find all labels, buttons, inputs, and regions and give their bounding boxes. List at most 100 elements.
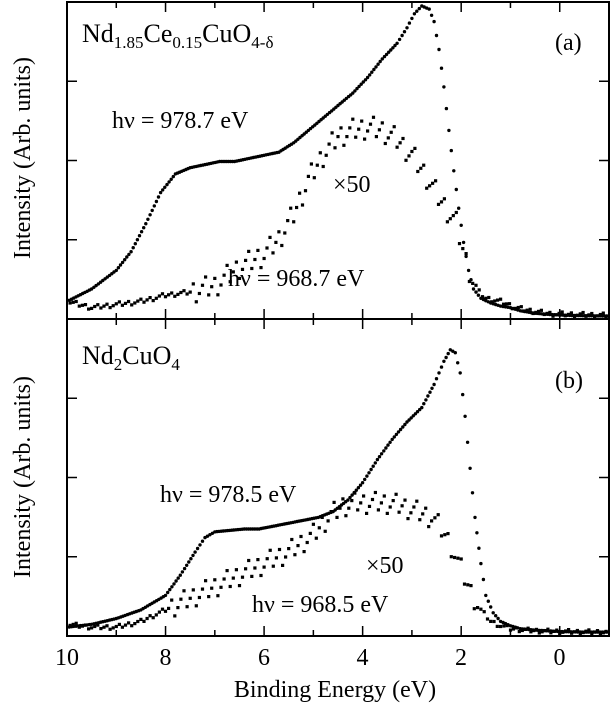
data-point [265,246,269,250]
data-point [174,579,178,583]
data-point [96,623,100,627]
data-point [139,617,143,621]
data-point [145,298,149,302]
data-point [539,308,543,312]
data-point [432,19,436,24]
data-point [158,190,163,195]
data-point [430,386,434,390]
data-point [338,506,342,510]
data-point [590,631,594,635]
axis-ticks [66,2,610,636]
data-point [448,217,452,221]
data-point [566,312,570,316]
data-point [443,533,447,537]
data-point [368,122,373,126]
sample-formula-b: Nd2CuO4 [82,341,180,374]
data-point [363,137,367,141]
data-point [439,66,444,70]
data-point [287,547,291,551]
multiplier-label-b: ×50 [366,553,404,579]
data-point [581,310,585,315]
data-point [194,300,198,304]
data-point [284,555,288,559]
data-point [268,235,272,239]
data-point [173,294,177,298]
data-point [139,230,144,234]
data-point [360,119,364,123]
data-point [117,300,121,304]
data-point [200,283,205,287]
data-point [137,234,142,238]
data-point [385,511,389,515]
data-point [142,619,146,623]
data-point [557,311,561,315]
data-point [462,582,467,586]
data-point [90,306,94,310]
data-point [516,305,520,310]
data-point [178,573,182,577]
data-point [171,174,175,179]
data-point [180,570,185,574]
data-point [367,471,371,475]
data-point [425,186,429,190]
data-point [514,626,518,630]
data-point [111,626,115,630]
data-point [167,606,171,610]
data-point [336,135,340,139]
data-point [154,199,159,204]
data-point [465,440,470,444]
data-point [598,632,602,636]
data-point [412,12,417,16]
data-point [561,630,565,634]
data-point [231,270,235,274]
data-point [194,604,198,608]
data-point [170,291,174,295]
data-point [482,610,486,614]
data-point [74,621,78,625]
data-point [434,377,439,381]
data-point [496,616,500,621]
x-tick-label-2: 2 [455,645,467,671]
data-point [283,231,287,235]
data-point [182,566,187,571]
data-point [519,305,523,309]
data-point [117,622,121,626]
data-point [240,575,245,579]
data-point [510,307,514,311]
data-point [572,315,577,319]
data-point [259,573,263,578]
data-point [584,629,588,633]
data-point [154,296,158,300]
panel-label-b: (b) [555,368,583,394]
data-point [125,255,129,259]
data-point [274,240,278,244]
data-point [342,143,346,147]
data-point [448,348,452,352]
data-point [205,534,210,538]
data-point [593,630,597,634]
data-point [464,254,468,259]
data-point [161,188,165,192]
data-point [432,382,436,387]
data-point [540,630,544,634]
data-point [548,310,552,314]
data-point [434,179,438,183]
data-point [449,555,453,559]
data-point [360,481,365,485]
data-point [444,355,448,360]
data-point [469,584,473,588]
data-point [210,586,214,590]
data-point [298,191,302,195]
data-point [487,295,491,300]
data-point [427,7,431,11]
data-point [133,301,137,305]
data-point [165,182,169,187]
data-point [495,624,499,628]
data-point [373,461,377,465]
data-point [578,312,582,316]
data-point [454,210,458,215]
data-point [152,204,156,208]
data-point [68,301,72,305]
data-point [102,304,106,308]
